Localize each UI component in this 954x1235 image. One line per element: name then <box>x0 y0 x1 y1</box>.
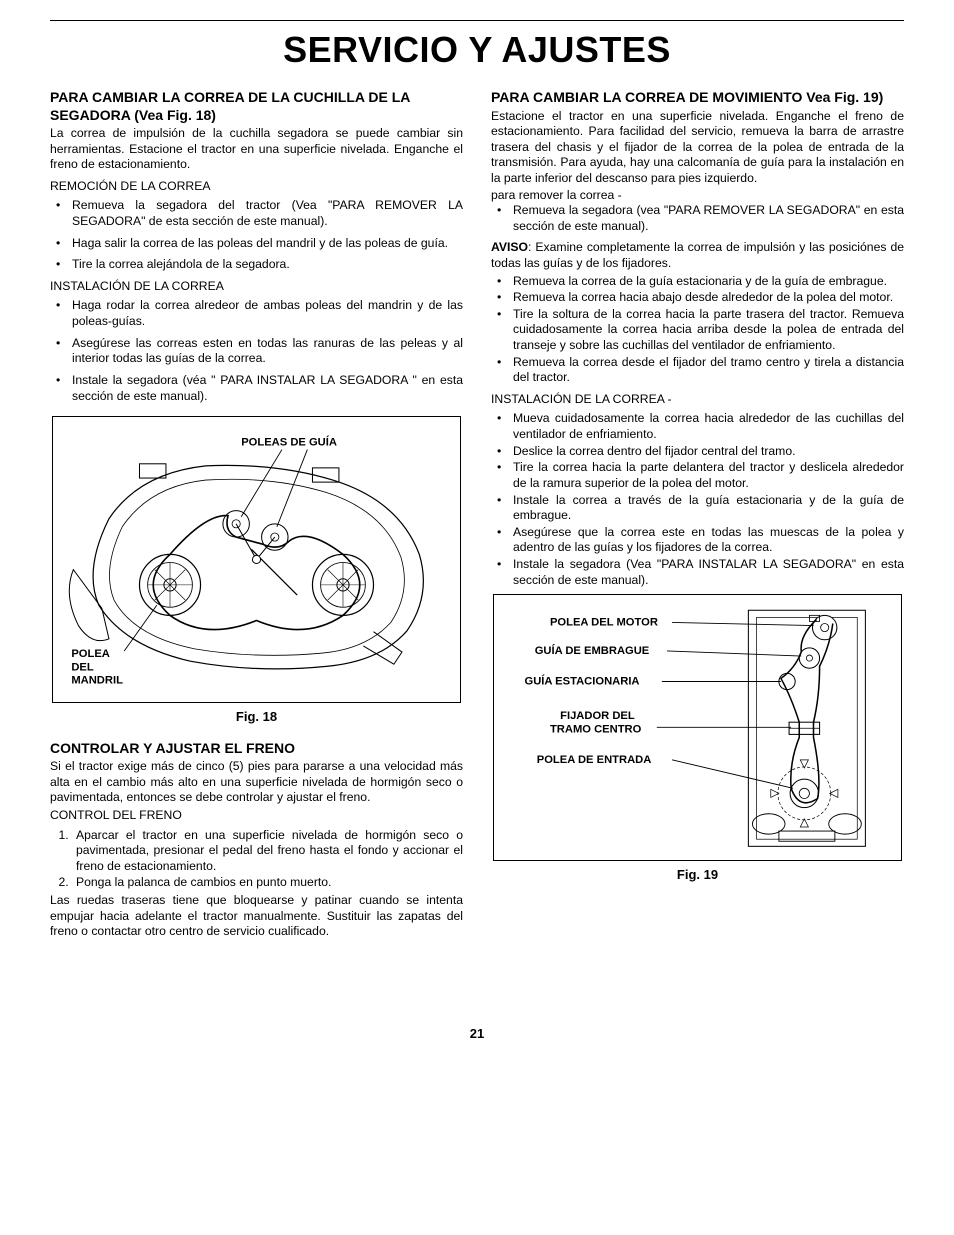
list-item: Haga salir la correa de las poleas del m… <box>72 236 463 252</box>
notice-text: AVISO: Examine completamente la correa d… <box>491 240 904 271</box>
heading-motion-belt: PARA CAMBIAR LA CORREA DE MOVIMIENTO Vea… <box>491 89 904 107</box>
motion-belt-intro: Estacione el tractor en una superficie n… <box>491 109 904 187</box>
blade-belt-intro: La correa de impulsión de la cuchilla se… <box>50 126 463 173</box>
list-item: Remueva la segadora (vea "PARA REMOVER L… <box>513 203 904 234</box>
notice-body: : Examine completamente la correa de imp… <box>491 240 904 270</box>
list-item: Ponga la palanca de cambios en punto mue… <box>72 875 463 891</box>
list-item: Deslice la correa dentro del fijador cen… <box>513 444 904 460</box>
list-item: Remueva la segadora del tractor (Vea "PA… <box>72 198 463 229</box>
install-label-2: INSTALACIÓN DE LA CORREA - <box>491 392 904 408</box>
brake-intro: Si el tractor exige más de cinco (5) pie… <box>50 759 463 806</box>
fig19-svg: POLEA DEL MOTOR GUÍA DE EMBRAGUE GUÍA ES… <box>494 595 901 860</box>
fig18-caption: Fig. 18 <box>50 709 463 726</box>
list-item: Remueva la correa hacia abajo desde alre… <box>513 290 904 306</box>
removal-label: REMOCIÓN DE LA CORREA <box>50 179 463 195</box>
left-column: PARA CAMBIAR LA CORREA DE LA CUCHILLA DE… <box>50 89 463 946</box>
remove-label: para remover la correa - <box>491 188 904 204</box>
fig18-label-mandrel2: DEL <box>71 661 94 673</box>
brake-steps: Aparcar el tractor en una superficie niv… <box>50 828 463 891</box>
list-item: Tire la soltura de la correa hacia la pa… <box>513 307 904 354</box>
list-item: Instale la segadora (véa " PARA INSTALAR… <box>72 373 463 404</box>
fig18-label-mandrel1: POLEA <box>71 648 110 660</box>
brake-control-label: CONTROL DEL FRENO <box>50 808 463 824</box>
stationary-guide <box>779 674 795 690</box>
list-item: Tire la correa alejándola de la segadora… <box>72 257 463 273</box>
page-frame: SERVICIO Y AJUSTES PARA CAMBIAR LA CORRE… <box>50 20 904 1041</box>
fig18-svg: POLEAS DE GUÍA POLEA DEL MANDRIL <box>53 417 460 702</box>
install-label: INSTALACIÓN DE LA CORREA <box>50 279 463 295</box>
figure-19: POLEA DEL MOTOR GUÍA DE EMBRAGUE GUÍA ES… <box>493 594 902 861</box>
removal-list: Remueva la segadora del tractor (Vea "PA… <box>50 198 463 272</box>
mandrel-pulley-right <box>312 554 373 615</box>
notice-label: AVISO <box>491 240 528 254</box>
center-keeper <box>789 722 820 734</box>
page-number: 21 <box>50 1026 904 1041</box>
fig19-label-clutch: GUÍA DE EMBRAGUE <box>535 644 650 657</box>
fig18-label-guide: POLEAS DE GUÍA <box>241 436 337 449</box>
fig19-label-center2: TRAMO CENTRO <box>550 724 642 736</box>
right-column: PARA CAMBIAR LA CORREA DE MOVIMIENTO Vea… <box>491 89 904 946</box>
list-item: Tire la correa hacia la parte delantera … <box>513 460 904 491</box>
page-title: SERVICIO Y AJUSTES <box>50 29 904 71</box>
install-list-2: Mueva cuidadosamente la correa hacia alr… <box>491 411 904 588</box>
list-item: Mueva cuidadosamente la correa hacia alr… <box>513 411 904 442</box>
fig19-caption: Fig. 19 <box>491 867 904 884</box>
mandrel-pulley-left <box>139 554 200 615</box>
list-item: Haga rodar la correa alredeor de ambas p… <box>72 298 463 329</box>
fig18-label-mandrel3: MANDRIL <box>71 675 123 687</box>
brake-outro: Las ruedas traseras tiene que bloquearse… <box>50 893 463 940</box>
figure-18: POLEAS DE GUÍA POLEA DEL MANDRIL <box>52 416 461 703</box>
remove-list-2: Remueva la correa de la guía estacionari… <box>491 274 904 386</box>
heading-blade-belt: PARA CAMBIAR LA CORREA DE LA CUCHILLA DE… <box>50 89 463 124</box>
fig19-label-motor: POLEA DEL MOTOR <box>550 617 658 629</box>
clutch-guide <box>799 648 819 668</box>
list-item: Remueva la correa de la guía estacionari… <box>513 274 904 290</box>
list-item: Aparcar el tractor en una superficie niv… <box>72 828 463 875</box>
list-item: Remueva la correa desde el fijador del t… <box>513 355 904 386</box>
remove-list-1: Remueva la segadora (vea "PARA REMOVER L… <box>491 203 904 234</box>
list-item: Instale la segadora (Vea "PARA INSTALAR … <box>513 557 904 588</box>
fig19-label-input: POLEA DE ENTRADA <box>537 754 652 766</box>
install-list: Haga rodar la correa alredeor de ambas p… <box>50 298 463 404</box>
heading-brake: CONTROLAR Y AJUSTAR EL FRENO <box>50 740 463 758</box>
list-item: Instale la correa a través de la guía es… <box>513 493 904 524</box>
fig19-label-center1: FIJADOR DEL <box>560 710 635 722</box>
list-item: Asegúrese que la correa este en todas la… <box>513 525 904 556</box>
fig19-label-stationary: GUÍA ESTACIONARIA <box>525 675 640 688</box>
list-item: Asegúrese las correas esten en todas las… <box>72 336 463 367</box>
content-columns: PARA CAMBIAR LA CORREA DE LA CUCHILLA DE… <box>50 89 904 946</box>
